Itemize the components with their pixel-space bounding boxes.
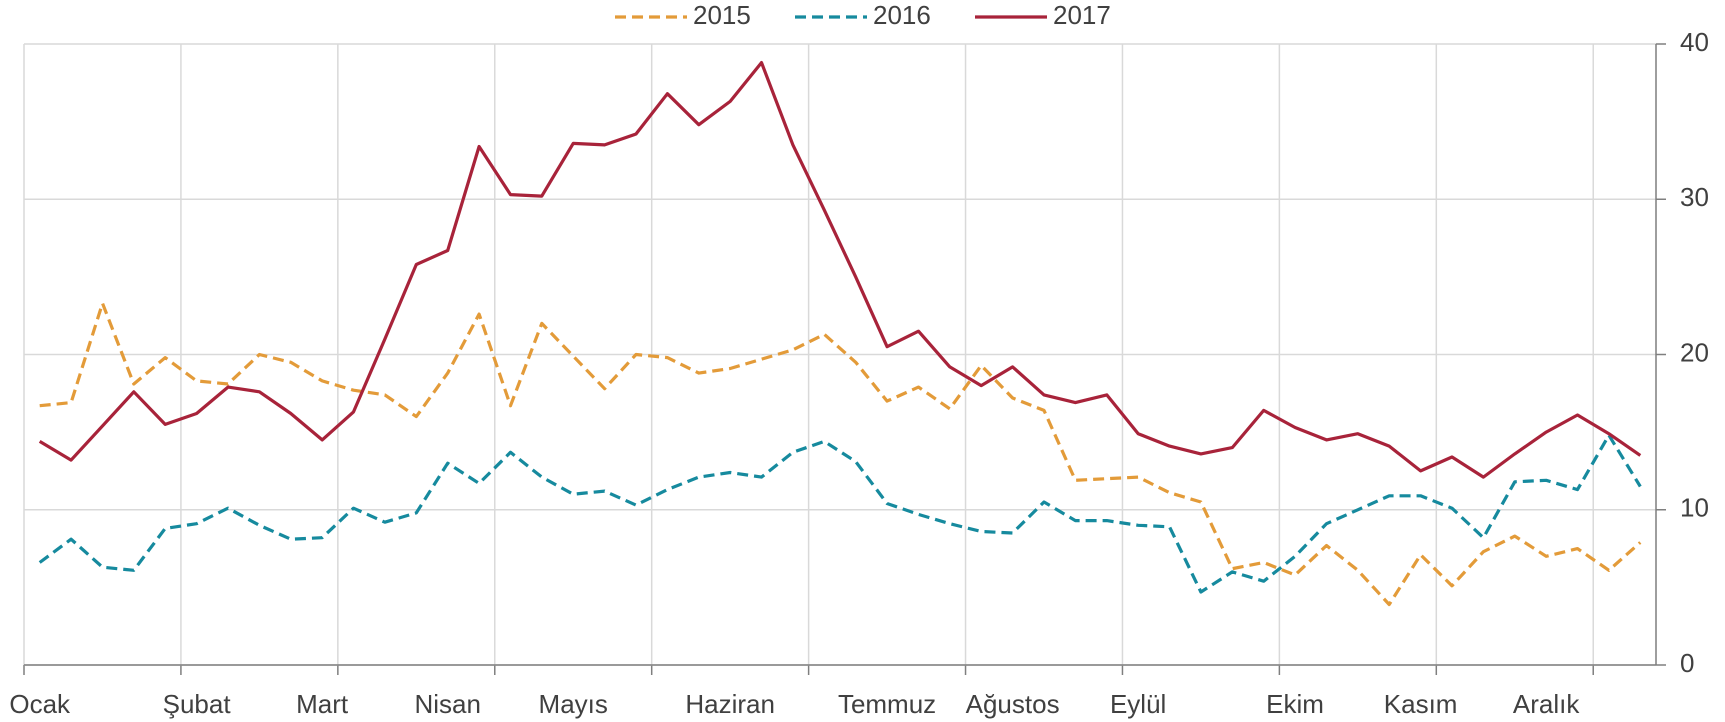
series-line	[39, 301, 1642, 607]
y-tick-label: 30	[1680, 182, 1709, 212]
x-tick-label: Mayıs	[539, 689, 608, 719]
series-line	[38, 433, 1642, 594]
x-tick-label: Mart	[296, 689, 349, 719]
x-tick-label: Kasım	[1384, 689, 1458, 719]
x-tick-label: Eylül	[1110, 689, 1166, 719]
x-tick-label: Nisan	[414, 689, 480, 719]
x-tick-label: Temmuz	[838, 689, 936, 719]
y-tick-label: 0	[1680, 648, 1694, 678]
x-tick-label: Aralık	[1513, 689, 1580, 719]
x-tick-label: Ocak	[9, 689, 71, 719]
x-tick-label: Şubat	[163, 689, 232, 719]
x-tick-label: Haziran	[685, 689, 775, 719]
x-tick-label: Ekim	[1266, 689, 1324, 719]
y-tick-label: 20	[1680, 337, 1709, 367]
legend-label: 2016	[873, 0, 931, 30]
legend-label: 2015	[693, 0, 751, 30]
legend-label: 2017	[1053, 0, 1111, 30]
x-tick-label: Ağustos	[966, 689, 1060, 719]
series-line	[38, 61, 1642, 479]
y-tick-label: 10	[1680, 493, 1709, 523]
y-tick-label: 40	[1680, 27, 1709, 57]
